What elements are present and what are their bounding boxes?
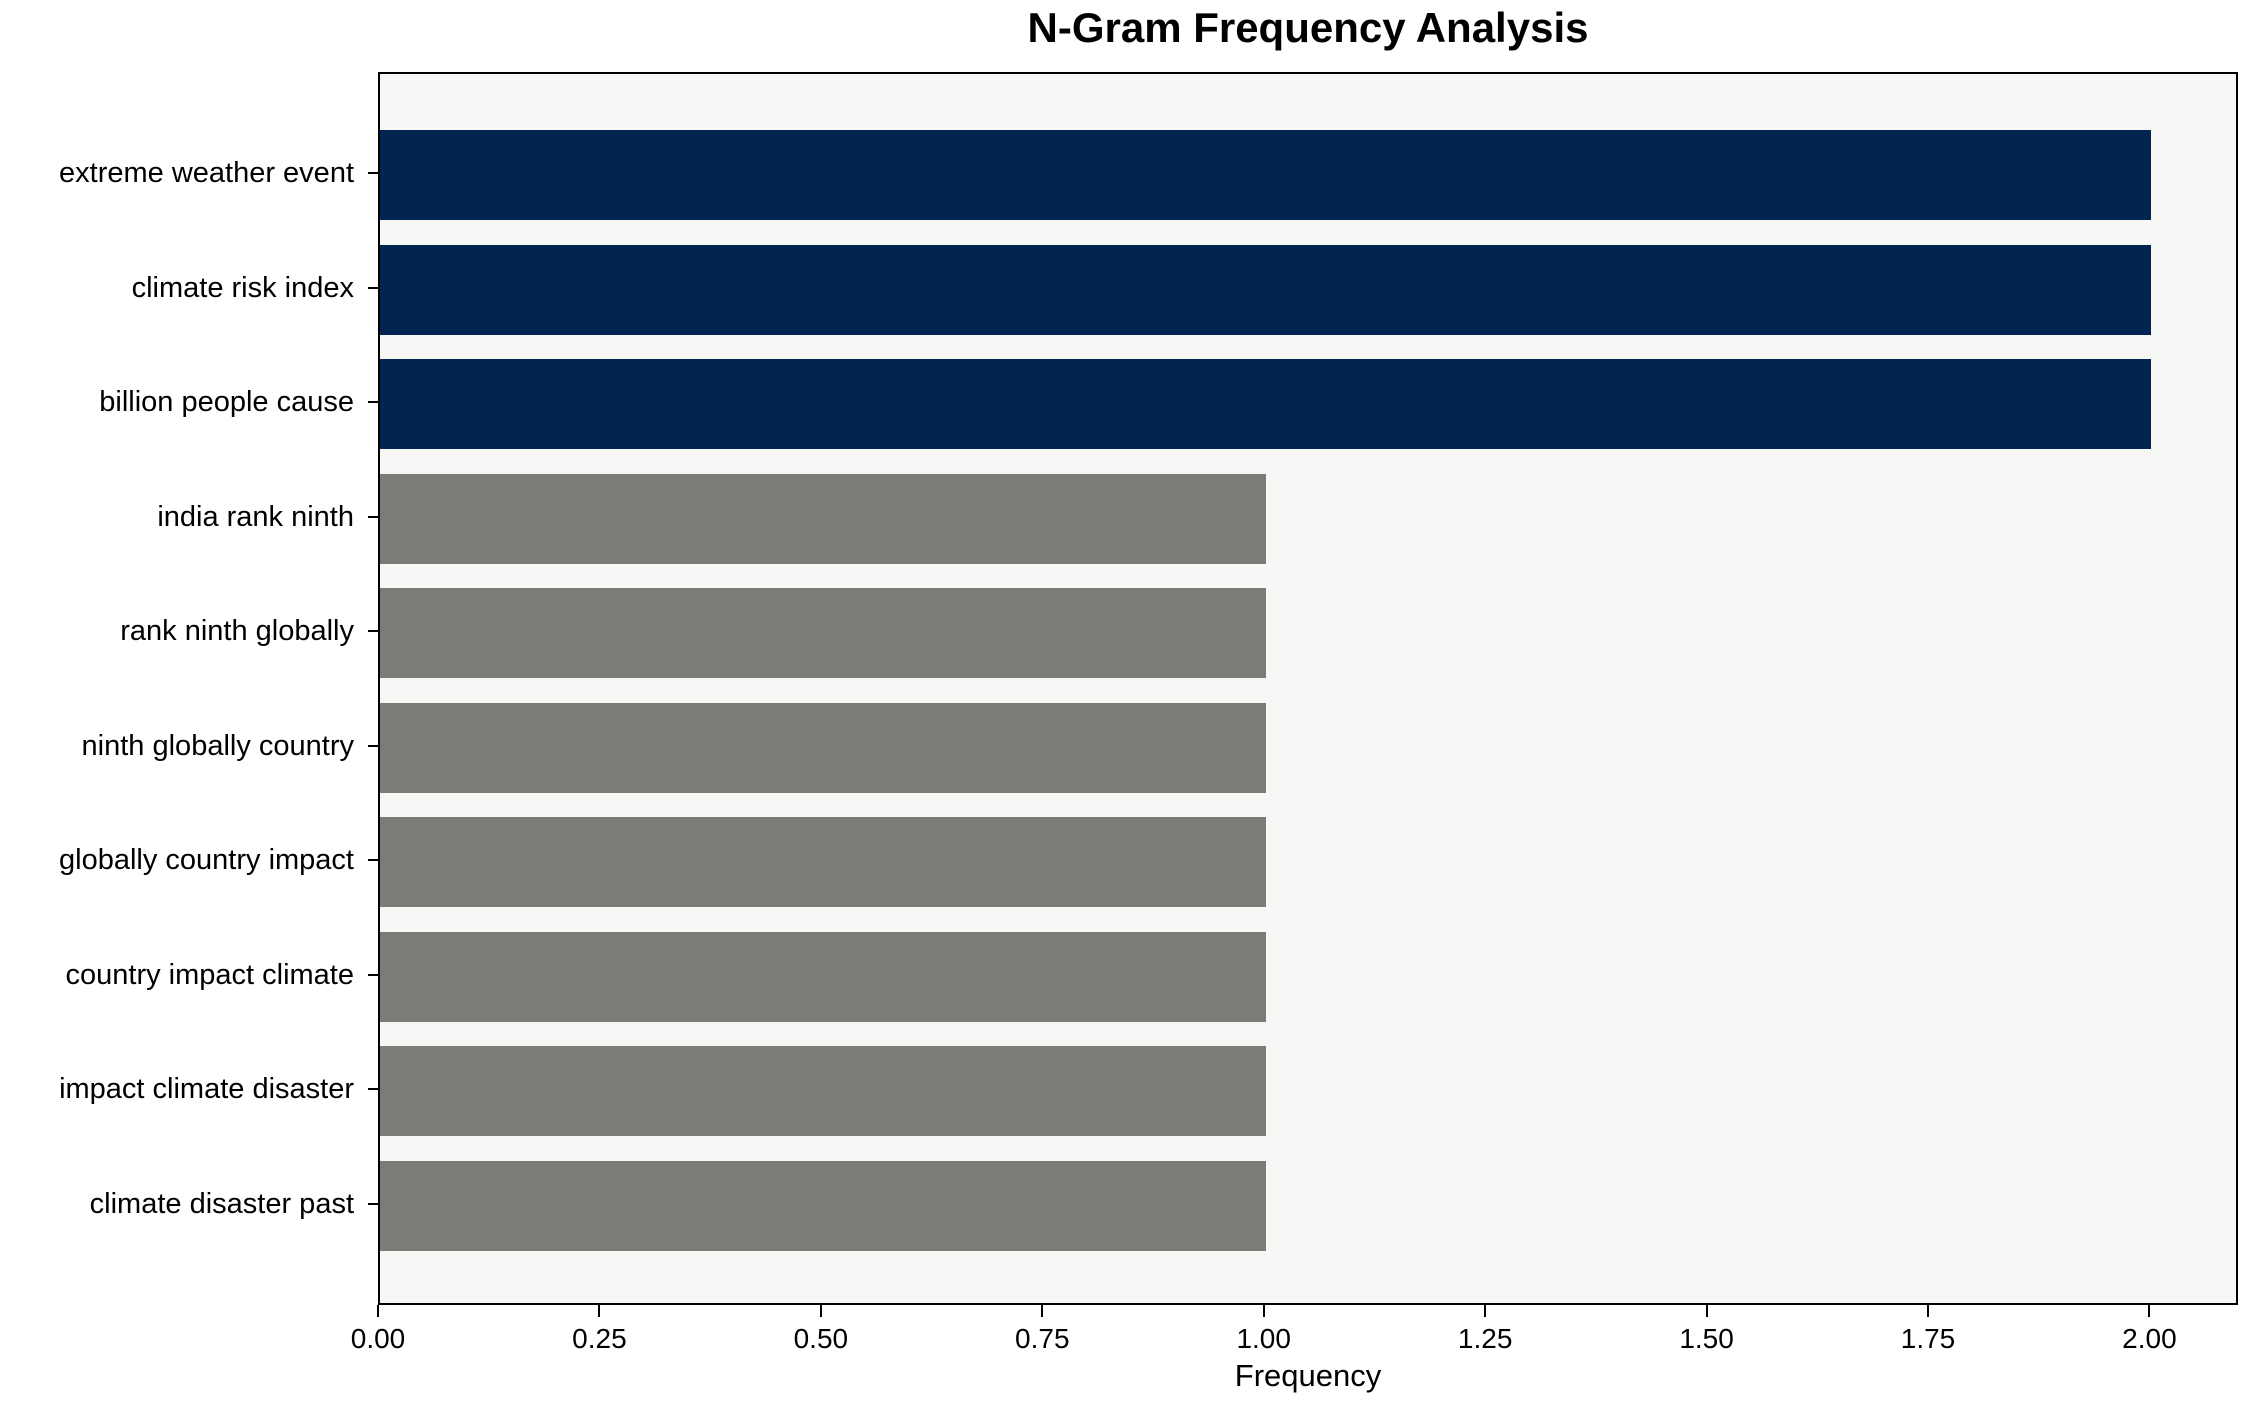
y-tick-label: india rank ninth [157, 500, 354, 533]
y-tick-mark [368, 973, 378, 976]
x-tick-label: 0.00 [350, 1323, 406, 1354]
y-tick-label: country impact climate [65, 958, 355, 991]
y-tick-mark [368, 1203, 378, 1205]
x-tick-label: 0.25 [572, 1323, 627, 1354]
plot-area [378, 72, 2238, 1305]
x-tick-label: 1.00 [1236, 1323, 1291, 1354]
x-tick-label: 2.00 [2122, 1323, 2177, 1354]
y-tick-label: climate disaster past [89, 1188, 354, 1220]
bar [380, 931, 1266, 1022]
y-tick-mark [368, 744, 378, 747]
x-tick-mark [1262, 1305, 1265, 1317]
y-tick-label: rank ninth globally [120, 615, 354, 648]
bar [380, 244, 2152, 335]
y-tick-mark [368, 859, 378, 862]
x-tick-mark [2148, 1305, 2151, 1317]
y-tick-mark [368, 630, 378, 633]
y-tick-mark [368, 1088, 378, 1091]
x-tick-mark [1705, 1305, 1708, 1317]
bar [380, 473, 1266, 564]
x-tick-mark [819, 1305, 822, 1317]
x-tick-label: 0.50 [793, 1323, 849, 1354]
y-tick-label: impact climate disaster [59, 1073, 354, 1106]
x-tick-mark [1484, 1305, 1487, 1317]
x-tick-mark [1041, 1305, 1044, 1317]
y-tick-label: climate risk index [131, 271, 354, 304]
y-tick-label: globally country impact [59, 844, 354, 877]
x-tick-mark [377, 1305, 379, 1317]
bar [380, 130, 2152, 220]
y-tick-mark [368, 172, 378, 174]
y-tick-mark [368, 515, 378, 518]
chart-title: N-Gram Frequency Analysis [1027, 4, 1589, 51]
y-tick-label: ninth globally country [81, 729, 354, 762]
bar [380, 1046, 1266, 1137]
y-tick-mark [368, 401, 378, 404]
x-axis-label: Frequency [1234, 1358, 1382, 1393]
bar [380, 359, 2152, 450]
bar [380, 1161, 1266, 1251]
bar [380, 588, 1266, 679]
x-tick-label: 1.50 [1679, 1323, 1734, 1354]
x-tick-label: 1.25 [1457, 1323, 1513, 1354]
x-tick-label: 1.75 [1900, 1323, 1956, 1354]
bar [380, 702, 1266, 793]
x-tick-mark [598, 1305, 601, 1317]
x-tick-label: 0.75 [1015, 1323, 1070, 1354]
bar [380, 817, 1266, 908]
y-tick-mark [368, 286, 378, 289]
y-tick-label: extreme weather event [59, 157, 354, 189]
x-tick-mark [1927, 1305, 1929, 1317]
y-tick-label: billion people cause [99, 386, 354, 419]
